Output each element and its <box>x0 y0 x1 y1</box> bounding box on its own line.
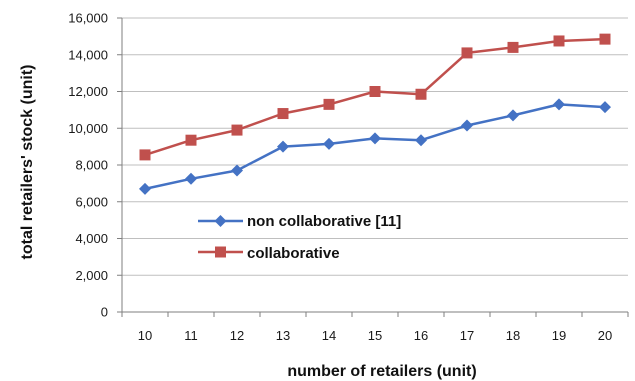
y-tick-label: 16,000 <box>68 11 108 26</box>
data-point-collaborative <box>139 149 151 161</box>
data-point-non-collaborative <box>507 109 519 122</box>
data-point-non-collaborative <box>323 137 335 150</box>
legend-label-non-collaborative: non collaborative [11] <box>247 213 401 230</box>
data-point-collaborative <box>185 134 197 146</box>
y-tick-label: 2,000 <box>75 268 108 283</box>
data-point-non-collaborative <box>461 119 473 132</box>
gridlines <box>122 17 628 276</box>
data-point-non-collaborative <box>277 140 289 153</box>
series <box>139 33 611 195</box>
x-tick-label: 17 <box>460 328 474 343</box>
data-point-non-collaborative <box>553 98 565 111</box>
y-tick-label: 0 <box>101 305 108 320</box>
x-tick-label: 13 <box>276 328 290 343</box>
data-point-collaborative <box>323 98 335 110</box>
x-tick-label: 16 <box>414 328 428 343</box>
data-point-collaborative <box>461 47 473 59</box>
y-tick-labels: 0 2,000 4,000 6,000 8,000 10,000 12,000 14,000 1… <box>68 11 108 320</box>
series-line-non-collaborative <box>144 103 606 191</box>
data-point-non-collaborative <box>415 134 427 147</box>
legend-item-collaborative: collaborative <box>198 245 340 262</box>
series-non-collaborative <box>139 98 611 195</box>
data-point-non-collaborative <box>185 172 197 185</box>
axes <box>117 17 629 317</box>
data-point-non-collaborative <box>369 132 381 145</box>
legend-item-non-collaborative: non collaborative [11] <box>198 213 401 230</box>
x-axis-title: number of retailers (unit) <box>287 363 476 380</box>
legend-label-collaborative: collaborative <box>247 245 340 262</box>
x-tick-label: 10 <box>138 328 152 343</box>
x-tick-label: 20 <box>598 328 612 343</box>
data-point-collaborative <box>277 108 289 120</box>
y-tick-label: 14,000 <box>68 47 108 62</box>
data-point-collaborative <box>415 88 427 100</box>
series-collaborative <box>139 33 611 161</box>
y-tick-label: 10,000 <box>68 121 108 136</box>
x-tick-label: 19 <box>552 328 566 343</box>
y-axis-title: total retailers' stock (unit) <box>19 65 36 260</box>
data-point-non-collaborative <box>599 101 611 114</box>
y-tick-label: 12,000 <box>68 84 108 99</box>
y-tick-label: 8,000 <box>75 158 108 173</box>
x-tick-label: 15 <box>368 328 382 343</box>
y-tick-label: 6,000 <box>75 194 108 209</box>
y-tick-label: 4,000 <box>75 231 108 246</box>
data-point-collaborative <box>507 41 519 53</box>
data-point-collaborative <box>369 86 381 97</box>
data-point-collaborative <box>553 35 565 47</box>
x-tick-label: 11 <box>184 328 198 343</box>
x-tick-label: 18 <box>506 328 520 343</box>
legend-marker-non-collaborative <box>214 215 227 227</box>
data-point-non-collaborative <box>139 182 151 195</box>
x-tick-labels: 10 11 12 13 14 15 16 17 18 19 20 <box>138 328 612 343</box>
legend-marker-collaborative <box>215 246 226 258</box>
data-point-collaborative <box>231 124 243 136</box>
data-point-non-collaborative <box>231 164 243 177</box>
data-point-collaborative <box>599 33 611 45</box>
x-tick-label: 14 <box>322 328 336 343</box>
legend: non collaborative [11] collaborative <box>198 213 401 262</box>
x-tick-label: 12 <box>230 328 244 343</box>
